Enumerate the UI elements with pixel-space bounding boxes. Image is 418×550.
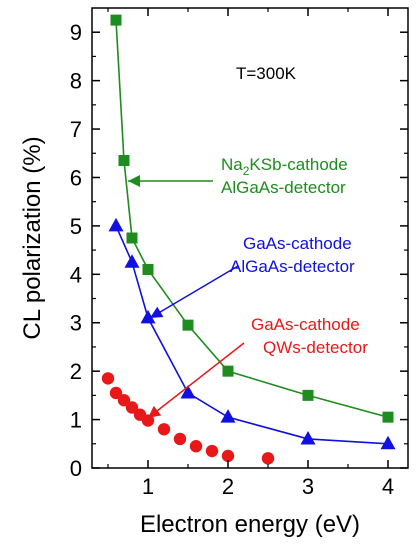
green-arrow: [128, 175, 213, 187]
triangle-marker: [108, 217, 124, 232]
series-0: [110, 14, 394, 423]
series-line-0: [115, 20, 389, 418]
blue-arrow-shaft: [149, 265, 239, 319]
red-series-label: GaAs-cathode QWs-detector: [251, 315, 368, 357]
series-1: [108, 217, 396, 450]
x-tick-label: 4: [382, 474, 394, 499]
square-marker: [222, 365, 234, 377]
blue-arrow: [149, 265, 239, 319]
y-tick-label: 7: [70, 117, 82, 142]
square-marker: [182, 319, 194, 331]
blue-series-label-line1: GaAs-cathode: [243, 234, 352, 253]
circle-marker: [101, 372, 115, 385]
red-series-label-line2: QWs-detector: [263, 338, 368, 357]
circle-marker: [221, 449, 235, 463]
circle-marker: [109, 386, 123, 400]
y-tick-label: 8: [70, 69, 82, 94]
x-tick-label: 3: [302, 474, 314, 499]
red-series-label-line1: GaAs-cathode: [251, 315, 360, 334]
arrow-layer: [128, 175, 245, 419]
temperature-annotation: T=300K: [236, 64, 297, 83]
x-tick-label: 2: [222, 474, 234, 499]
triangle-marker: [140, 309, 156, 324]
circle-marker: [173, 432, 187, 446]
plot-frame: [91, 7, 409, 469]
square-marker: [126, 232, 138, 244]
circle-marker: [205, 444, 219, 458]
triangle-marker: [124, 254, 140, 268]
y-tick-label: 2: [70, 359, 82, 384]
circle-marker: [157, 423, 171, 436]
red-arrow-head: [148, 405, 162, 418]
triangle-marker: [300, 430, 316, 445]
square-marker: [142, 263, 154, 275]
circle-marker: [141, 414, 155, 427]
triangle-marker: [180, 384, 196, 399]
green-series-label-line1: Na2KSb-cathode: [221, 155, 348, 178]
y-tick-label: 0: [70, 456, 82, 481]
y-tick-label: 6: [70, 165, 82, 190]
square-marker: [110, 14, 122, 26]
y-tick-label: 1: [70, 408, 82, 433]
red-arrow: [147, 342, 245, 419]
square-marker: [118, 155, 130, 167]
green-label-prefix: Na: [221, 155, 243, 174]
green-series-label-line2: AlGaAs-detector: [221, 178, 346, 197]
blue-arrow-head: [150, 306, 164, 318]
x-axis-title: Electron energy (eV): [140, 511, 360, 538]
y-tick-label: 9: [70, 20, 82, 45]
circle-marker: [261, 452, 275, 465]
circle-marker: [189, 440, 203, 453]
y-axis-title: CL polarization (%): [19, 136, 46, 339]
tick-layer: 1 2 3 4 0 1 2 3 4 5 6 7 8 9: [70, 8, 408, 499]
square-marker: [302, 389, 314, 401]
circle-marker: [117, 394, 131, 407]
green-label-subscript: 2: [243, 164, 250, 178]
y-tick-label: 3: [70, 311, 82, 336]
green-label-mid: KSb: [249, 155, 281, 174]
green-label-suffix: -cathode: [282, 155, 348, 174]
green-series-label: Na2KSb-cathode AlGaAs-detector: [221, 155, 348, 197]
blue-series-label-line2: AlGaAs-detector: [230, 257, 355, 276]
series-layer: [101, 14, 396, 465]
circle-marker: [125, 401, 139, 414]
y-tick-label: 4: [70, 262, 82, 287]
square-marker: [382, 411, 394, 423]
triangle-marker: [380, 435, 396, 450]
green-arrow-head: [128, 175, 140, 187]
x-tick-label: 1: [142, 474, 154, 499]
triangle-marker: [220, 409, 236, 423]
y-tick-label: 5: [70, 214, 82, 239]
blue-series-label: GaAs-cathode AlGaAs-detector: [230, 234, 355, 276]
red-arrow-shaft: [147, 342, 245, 419]
series-2: [101, 372, 275, 465]
